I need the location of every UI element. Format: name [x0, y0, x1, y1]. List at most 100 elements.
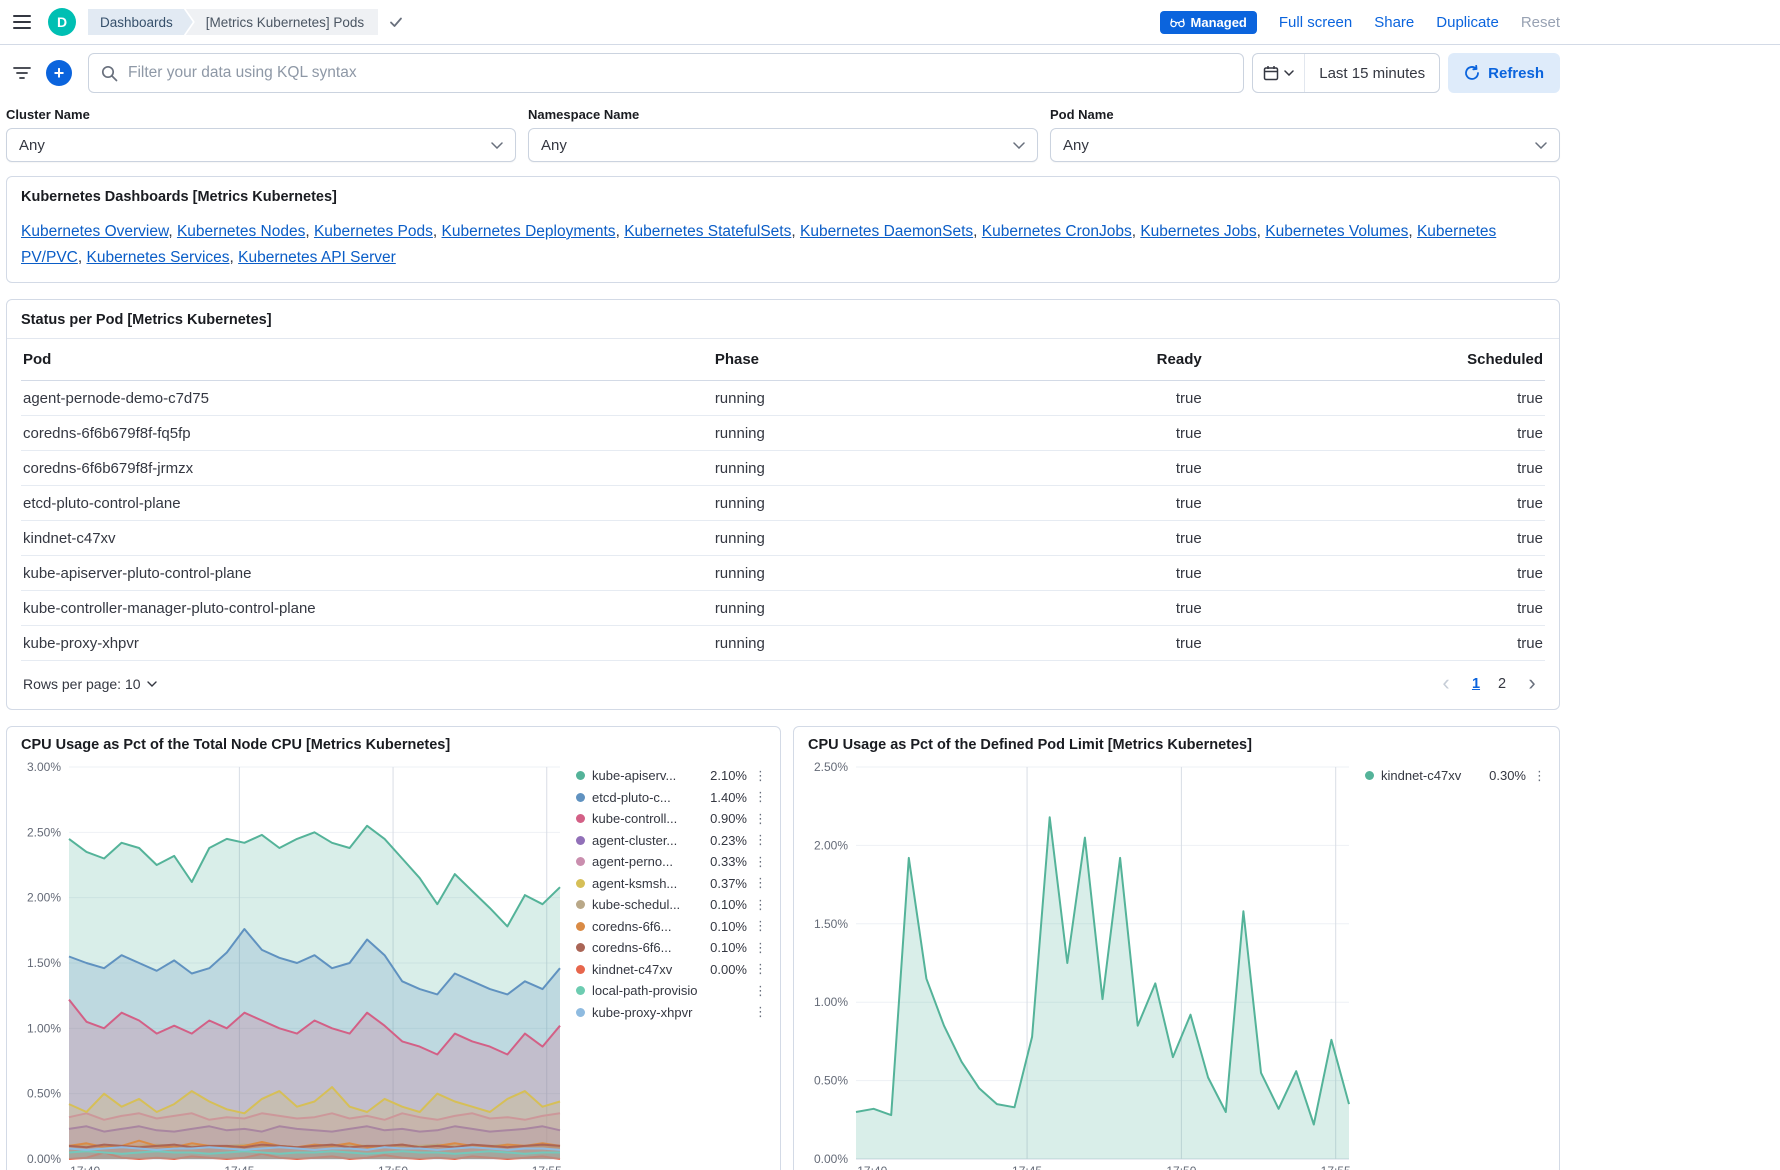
reset-button[interactable]: Reset [1520, 13, 1560, 31]
legend-menu-icon[interactable]: ⋮ [1533, 767, 1545, 783]
legend-item[interactable]: kindnet-c47xv 0.00% ⋮ [576, 959, 766, 981]
dashboard-link[interactable]: Kubernetes Volumes [1265, 223, 1409, 240]
phase-cell: running [706, 555, 1043, 592]
dashboard-link[interactable]: Kubernetes Nodes [176, 223, 306, 240]
pod-name-cell: agent-pernode-demo-c7d75 [21, 380, 707, 417]
legend-item[interactable]: local-path-provision... ⋮ [576, 980, 766, 1002]
search-icon [101, 65, 118, 81]
dashboard-link[interactable]: Kubernetes Overview [21, 223, 169, 240]
series-value: 0.30% [1489, 768, 1526, 784]
time-range-label[interactable]: Last 15 minutes [1319, 64, 1426, 82]
charts-row: CPU Usage as Pct of the Total Node CPU [… [6, 726, 1560, 1170]
chart-legend: kindnet-c47xv 0.30% ⋮ [1357, 757, 1545, 1170]
cpu-limit-usage-chart[interactable]: 2.50% 2.00% 1.50% 1.00% 0.50% 0.00% 17:40 17:45… [808, 757, 1357, 1170]
pod-status-table: Pod Phase Ready Scheduled agent-pernode-… [21, 339, 1545, 662]
chart-canvas: 2.50% 2.00% 1.50% 1.00% 0.50% 0.00% 17:40 17:45… [814, 760, 1351, 1170]
column-header-phase[interactable]: Phase [706, 339, 1043, 382]
legend-menu-icon[interactable]: ⋮ [754, 853, 766, 869]
legend-item[interactable]: kube-proxy-xhpvr ⋮ [576, 1002, 766, 1024]
ready-cell: true [1042, 450, 1210, 487]
managed-badge-label: Managed [1190, 14, 1247, 30]
legend-menu-icon[interactable]: ⋮ [754, 896, 766, 912]
legend-menu-icon[interactable]: ⋮ [754, 810, 766, 826]
series-value: 0.00% [710, 961, 747, 977]
phase-cell: running [706, 450, 1043, 487]
prev-page-button[interactable]: ‹ [1435, 671, 1457, 697]
menu-button[interactable] [6, 6, 38, 38]
cluster-name-select[interactable]: Any [6, 128, 516, 162]
legend-menu-icon[interactable]: ⋮ [754, 939, 766, 955]
svg-text:17:40: 17:40 [70, 1164, 100, 1170]
legend-item[interactable]: kube-schedul... 0.10% ⋮ [576, 894, 766, 916]
series-value: 0.90% [710, 811, 747, 827]
series-color-dot [576, 878, 585, 888]
column-header-scheduled[interactable]: Scheduled [1209, 339, 1545, 382]
svg-text:17:55: 17:55 [1321, 1164, 1351, 1170]
svg-text:0.50%: 0.50% [814, 1074, 848, 1088]
dashboard-link[interactable]: Kubernetes Deployments [441, 223, 616, 240]
pod-name-select[interactable]: Any [1050, 128, 1560, 162]
page-number-1[interactable]: 1 [1463, 671, 1489, 697]
kql-search-input[interactable] [128, 64, 1232, 82]
space-avatar[interactable]: D [48, 8, 76, 36]
legend-menu-icon[interactable]: ⋮ [754, 982, 766, 998]
svg-text:17:45: 17:45 [1012, 1164, 1042, 1170]
legend-menu-icon[interactable]: ⋮ [754, 875, 766, 891]
scheduled-cell: true [1209, 485, 1545, 522]
table-row: etcd-pluto-control-plane running true true [21, 485, 1545, 522]
column-header-ready[interactable]: Ready [1042, 339, 1210, 382]
add-filter-button[interactable]: + [46, 60, 72, 86]
dashboard-link[interactable]: Kubernetes Services [86, 248, 230, 266]
legend-menu-icon[interactable]: ⋮ [754, 789, 766, 805]
pod-name-cell: kube-apiserver-pluto-control-plane [21, 555, 707, 592]
svg-text:0.00%: 0.00% [27, 1152, 61, 1166]
legend-item[interactable]: agent-cluster... 0.23% ⋮ [576, 830, 766, 852]
legend-item[interactable]: agent-perno... 0.33% ⋮ [576, 851, 766, 873]
legend-item[interactable]: kube-controll... 0.90% ⋮ [576, 808, 766, 830]
full-screen-button[interactable]: Full screen [1278, 13, 1353, 31]
namespace-name-select[interactable]: Any [528, 128, 1038, 162]
duplicate-button[interactable]: Duplicate [1436, 13, 1499, 31]
legend-item[interactable]: coredns-6f6... 0.10% ⋮ [576, 937, 766, 959]
dashboard-link[interactable]: Kubernetes Pods [313, 223, 433, 240]
filters-button[interactable] [6, 57, 38, 89]
series-name: kube-apiserv... [592, 768, 677, 784]
cpu-node-usage-chart[interactable]: 3.00% 2.50% 2.00% 1.50% 1.00% 0.50% 0.00% 17:40… [21, 757, 568, 1170]
next-page-button[interactable]: › [1521, 671, 1543, 697]
refresh-button[interactable]: Refresh [1448, 53, 1560, 93]
legend-item[interactable]: kindnet-c47xv 0.30% ⋮ [1365, 765, 1545, 787]
legend-menu-icon[interactable]: ⋮ [754, 961, 766, 977]
dashboard-link[interactable]: Kubernetes DaemonSets [799, 223, 974, 240]
dashboard-content: Cluster Name Any Namespace Name Any Pod … [0, 101, 1566, 1170]
panel-title: Status per Pod [Metrics Kubernetes] [21, 312, 272, 329]
legend-menu-icon[interactable]: ⋮ [754, 918, 766, 934]
date-quick-select-button[interactable] [1253, 54, 1306, 92]
dashboard-link[interactable]: Kubernetes PV/PVC [21, 223, 1497, 266]
column-header-pod[interactable]: Pod [21, 339, 707, 382]
legend-item[interactable]: coredns-6f6... 0.10% ⋮ [576, 916, 766, 938]
legend-menu-icon[interactable]: ⋮ [754, 1004, 766, 1020]
legend-item[interactable]: kube-apiserv... 2.10% ⋮ [576, 765, 766, 787]
legend-menu-icon[interactable]: ⋮ [754, 832, 766, 848]
legend-item[interactable]: etcd-pluto-c... 1.40% ⋮ [576, 787, 766, 809]
rows-per-page-button[interactable]: Rows per page: 10 [23, 676, 157, 692]
dashboard-link[interactable]: Kubernetes CronJobs [981, 223, 1132, 240]
share-button[interactable]: Share [1374, 13, 1415, 31]
divider [7, 338, 1559, 340]
series-color-dot [576, 986, 585, 996]
dashboard-link[interactable]: Kubernetes API Server [238, 248, 396, 266]
legend-item[interactable]: agent-ksmsh... 0.37% ⋮ [576, 873, 766, 895]
ready-cell: true [1042, 555, 1210, 592]
pod-name-cell: kube-proxy-xhpvr [21, 625, 707, 662]
refresh-icon [1465, 65, 1480, 80]
pod-name-cell: etcd-pluto-control-plane [21, 485, 707, 522]
dashboard-link[interactable]: Kubernetes Jobs [1140, 223, 1257, 240]
page-number-2[interactable]: 2 [1489, 671, 1515, 697]
managed-badge[interactable]: Managed [1159, 10, 1257, 34]
series-color-dot [576, 792, 585, 802]
legend-menu-icon[interactable]: ⋮ [754, 767, 766, 783]
dashboard-link[interactable]: Kubernetes StatefulSets [624, 223, 792, 240]
breadcrumb-dashboards[interactable]: Dashboards [88, 9, 193, 35]
breadcrumb-current-dashboard[interactable]: [Metrics Kubernetes] Pods [185, 9, 379, 35]
